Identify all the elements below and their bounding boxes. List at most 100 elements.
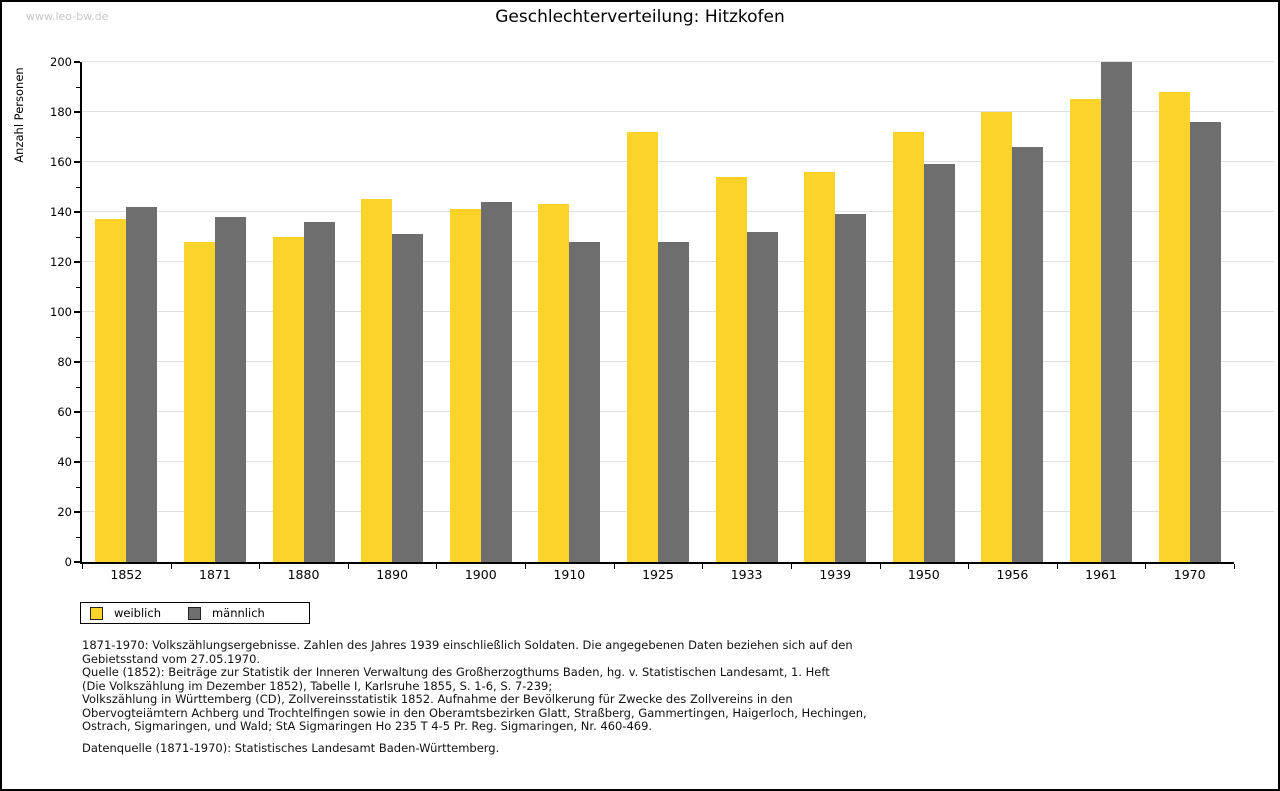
- x-tick-13: [1234, 564, 1235, 569]
- footnote-line-1: 1871-1970: Volkszählungsergebnisse. Zahl…: [82, 638, 853, 652]
- x-tick-4: [436, 564, 438, 569]
- y-tick-100: [74, 311, 80, 313]
- footnote-line-5: Volkszählung in Württemberg (CD), Zollve…: [82, 692, 793, 706]
- bar-1900-männlich: [480, 202, 512, 562]
- bar-1970-weiblich: [1158, 92, 1190, 562]
- bar-1939-männlich: [835, 214, 867, 562]
- y-tick-60: [74, 411, 80, 413]
- legend-label-männlich: männlich: [211, 606, 265, 620]
- bar-1880-männlich: [303, 222, 335, 562]
- y-tick-200: [74, 61, 80, 63]
- y-tick-label-60: 60: [57, 405, 72, 419]
- y-minor-tick-10: [76, 537, 80, 538]
- bar-1925-männlich: [658, 242, 689, 562]
- bar-1961-weiblich: [1070, 99, 1102, 562]
- bar-1933-männlich: [746, 232, 778, 562]
- x-tick-5: [525, 564, 527, 569]
- bar-1871-männlich: [214, 217, 246, 562]
- legend-swatch-männlich: [187, 606, 201, 620]
- bar-1950-männlich: [923, 164, 955, 562]
- y-minor-tick-70: [76, 387, 80, 388]
- x-label-1852: 1852: [110, 567, 143, 582]
- bar-1956-männlich: [1012, 147, 1044, 562]
- y-tick-20: [74, 511, 80, 513]
- y-minor-tick-110: [76, 287, 80, 288]
- bar-1890-weiblich: [361, 199, 393, 562]
- y-axis-line: [80, 62, 82, 564]
- y-tick-label-0: 0: [64, 555, 72, 569]
- bar-1961-männlich: [1101, 62, 1133, 562]
- legend-label-weiblich: weiblich: [114, 606, 161, 620]
- bar-1939-weiblich: [804, 172, 836, 562]
- y-minor-tick-30: [76, 487, 80, 488]
- bar-1852-männlich: [126, 207, 158, 562]
- y-axis-label: Anzahl Personen: [12, 67, 26, 163]
- y-tick-0: [74, 561, 80, 563]
- x-label-1925: 1925: [642, 567, 674, 582]
- y-tick-label-120: 120: [50, 255, 72, 269]
- x-label-1950: 1950: [907, 567, 940, 582]
- x-label-1970: 1970: [1173, 567, 1206, 582]
- legend-item-männlich: männlich: [187, 606, 265, 620]
- y-tick-label-180: 180: [50, 105, 72, 119]
- y-minor-tick-50: [76, 437, 80, 438]
- bar-1871-weiblich: [183, 242, 215, 562]
- gridline-180: [82, 111, 1274, 112]
- gridline-200: [82, 61, 1274, 62]
- x-tick-9: [879, 564, 881, 569]
- y-minor-tick-90: [76, 337, 80, 338]
- x-label-1871: 1871: [199, 567, 231, 582]
- y-minor-tick-150: [76, 187, 80, 188]
- x-label-1880: 1880: [287, 567, 320, 582]
- bar-1890-männlich: [392, 234, 424, 562]
- y-minor-tick-190: [76, 87, 80, 88]
- bar-1880-weiblich: [272, 237, 304, 562]
- footnote-line-2: Gebietsstand vom 27.05.1970.: [82, 651, 261, 666]
- y-tick-120: [74, 261, 80, 263]
- x-axis-line: [80, 562, 1234, 564]
- bar-1933-weiblich: [715, 177, 747, 562]
- gridline-140: [82, 211, 1274, 212]
- y-tick-label-100: 100: [50, 305, 72, 319]
- bar-1925-weiblich: [627, 132, 658, 562]
- y-tick-label-140: 140: [50, 205, 72, 219]
- bar-1900-weiblich: [449, 209, 481, 562]
- bar-1956-weiblich: [981, 112, 1013, 562]
- data-source-note: Datenquelle (1871-1970): Statistisches L…: [82, 741, 500, 755]
- footnote-line-3: Quelle (1852): Beiträge zur Statistik de…: [82, 665, 830, 679]
- x-tick-1: [170, 564, 172, 569]
- bar-1910-weiblich: [538, 204, 570, 562]
- bar-1852-weiblich: [95, 219, 127, 562]
- x-label-1890: 1890: [376, 567, 409, 582]
- y-tick-140: [74, 211, 80, 213]
- chart-title: Geschlechterverteilung: Hitzkofen: [495, 7, 785, 27]
- x-tick-0: [82, 564, 83, 569]
- x-tick-10: [968, 564, 970, 569]
- y-minor-tick-130: [76, 237, 80, 238]
- bar-1950-weiblich: [892, 132, 924, 562]
- footnote-line-7: Ostrach, Sigmaringen, und Wald; StA Sigm…: [82, 719, 653, 733]
- x-tick-8: [790, 564, 792, 569]
- legend-swatch-weiblich: [90, 606, 103, 620]
- y-tick-label-160: 160: [50, 155, 72, 169]
- y-tick-160: [74, 161, 80, 163]
- y-tick-label-200: 200: [50, 55, 72, 69]
- x-label-1956: 1956: [996, 567, 1029, 582]
- x-label-1961: 1961: [1085, 567, 1117, 582]
- x-tick-3: [347, 564, 349, 569]
- x-tick-11: [1056, 564, 1058, 569]
- footnote-line-4: (Die Volkszählung im Dezember 1852), Tab…: [82, 678, 553, 693]
- bar-1910-männlich: [569, 242, 601, 562]
- y-tick-label-80: 80: [57, 355, 72, 369]
- footnote-line-6: Obervogteiämtern Achberg und Trochtelfin…: [82, 705, 867, 720]
- x-label-1939: 1939: [819, 567, 852, 582]
- y-tick-180: [74, 111, 80, 113]
- x-label-1933: 1933: [730, 567, 763, 582]
- y-tick-80: [74, 361, 80, 363]
- x-label-1910: 1910: [553, 567, 586, 582]
- gridline-160: [82, 161, 1274, 162]
- x-tick-2: [259, 564, 261, 569]
- x-tick-7: [702, 564, 704, 569]
- watermark-url: www.leo-bw.de: [26, 10, 109, 23]
